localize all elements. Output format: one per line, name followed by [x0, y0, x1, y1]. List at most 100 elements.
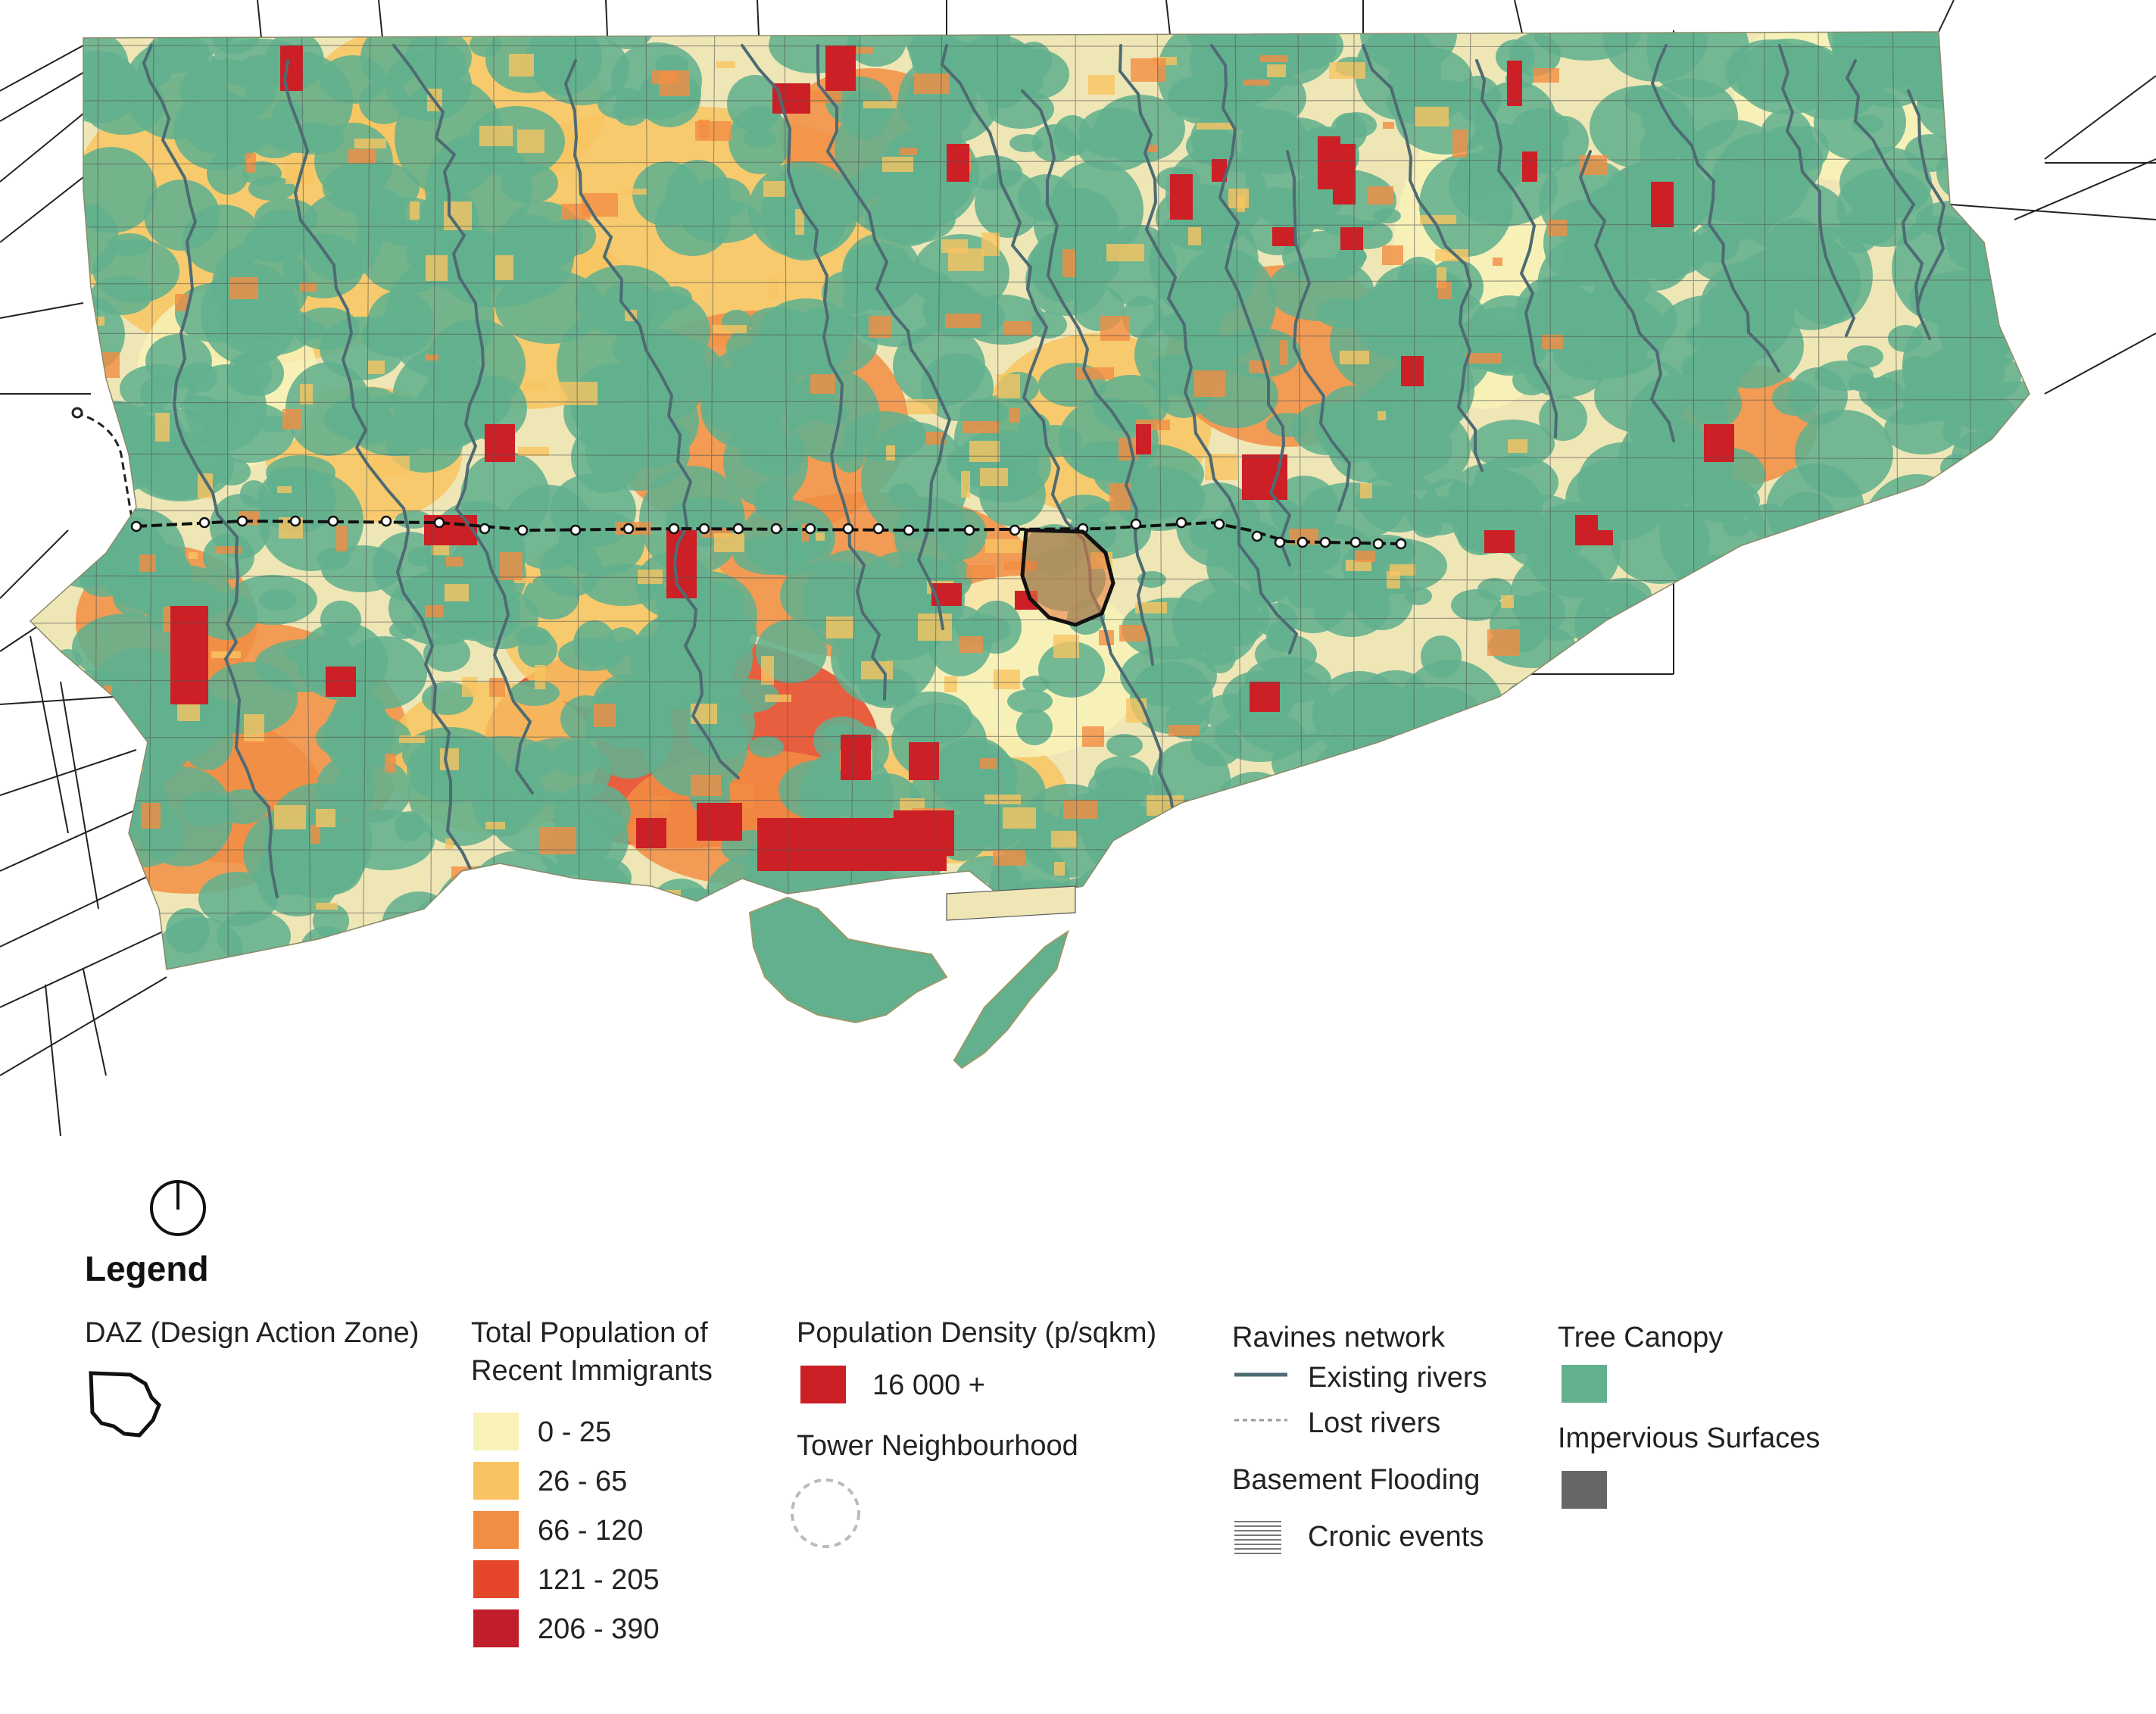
tree-canopy-patch — [362, 314, 423, 357]
tree-canopy-patch — [1094, 756, 1150, 794]
immigrant-speckle — [1062, 249, 1076, 277]
density-swatch — [800, 1366, 846, 1403]
river — [1650, 44, 1780, 373]
tree-canopy-patch — [1419, 846, 1487, 907]
immigrant-speckle — [1470, 729, 1502, 748]
immigrant-speckle — [980, 468, 1008, 486]
tree-canopy-patch — [144, 180, 220, 251]
tree-canopy-patch — [1902, 499, 1978, 573]
immigrant-speckle — [1255, 863, 1275, 877]
tree-canopy-patch — [1266, 413, 1310, 437]
density-block — [1170, 174, 1193, 220]
tree-canopy-patch — [1961, 879, 2030, 918]
legend-title: Legend — [85, 1249, 209, 1288]
tree-canopy-patch — [1394, 847, 1447, 883]
immigrant-speckle — [1003, 807, 1036, 829]
tree-canopy-patch — [1904, 828, 1995, 902]
street-line — [30, 158, 2030, 165]
station-marker — [1296, 536, 1309, 548]
immigrant-speckle — [647, 890, 681, 898]
immigrant-speckle — [489, 678, 505, 697]
immigrant-speckle — [1475, 846, 1490, 860]
density-block — [1136, 424, 1151, 454]
tree-canopy-patch — [30, 791, 83, 829]
immigrant-speckle — [1542, 335, 1563, 349]
tree-canopy-patch — [1691, 223, 1739, 263]
tree-canopy-patch — [1653, 901, 1708, 946]
tree-canopy-patch — [1159, 895, 1228, 969]
immigrant-speckle — [114, 909, 151, 929]
tree-canopy-patch — [1628, 910, 1668, 952]
tree-canopy-patch — [1531, 882, 1618, 957]
river — [940, 44, 1210, 898]
immigrant-speckle — [1051, 831, 1077, 848]
density-block — [1212, 159, 1227, 182]
tree-canopy-patch — [1977, 190, 2030, 251]
immigrant-speckle — [560, 382, 598, 405]
immigrant-speckle — [1355, 551, 1375, 562]
station-marker — [433, 517, 445, 529]
tree-canopy-patch — [1595, 876, 1634, 913]
immigrant-speckle — [1487, 629, 1520, 656]
tree-canopy-patch — [1940, 454, 1975, 482]
tree-canopy-patch — [1224, 891, 1268, 917]
tree-canopy-patch — [212, 241, 309, 329]
lost-rivers-label: Lost rivers — [1308, 1407, 1441, 1439]
tree-canopy-patch — [1965, 788, 2008, 833]
tree-canopy-patch — [83, 795, 120, 820]
immigrant-speckle — [886, 445, 895, 461]
immigrant-speckle — [1465, 353, 1502, 364]
immigrant-speckle — [535, 665, 545, 689]
tree-canopy-patch — [1439, 738, 1471, 768]
tree-canopy-patch — [1836, 49, 1891, 95]
tree-canopy-patch — [1055, 908, 1131, 969]
tree-canopy-patch — [1542, 884, 1610, 925]
tree-canopy-patch — [1303, 810, 1406, 915]
tree-canopy-patch — [1546, 855, 1626, 940]
street-line — [931, 32, 943, 969]
tree-canopy-patch — [1009, 134, 1043, 152]
immigrant-speckle — [1415, 107, 1449, 126]
tree-canopy-patch — [1539, 395, 1587, 441]
immigrant-speckle — [78, 317, 105, 326]
tree-canopy-patch — [1186, 127, 1237, 165]
tree-canopy-patch — [1316, 298, 1369, 328]
tree-canopy-patch — [1602, 923, 1637, 949]
street-line — [30, 453, 2030, 460]
immigrants-swatch — [473, 1413, 519, 1450]
immigrant-speckle — [500, 552, 523, 580]
density-block — [894, 810, 954, 856]
tree-canopy-patch — [1726, 701, 1782, 757]
tree-canopy-patch — [1496, 39, 1535, 74]
immigrant-speckle — [175, 294, 189, 311]
tree-canopy-patch — [1867, 815, 1963, 903]
river — [1845, 59, 1931, 340]
tree-canopy-patch — [1743, 767, 1853, 885]
tree-canopy-patch — [573, 620, 616, 667]
tree-canopy-patch — [1120, 404, 1149, 419]
tree-canopy-patch — [330, 414, 367, 435]
immigrant-speckle — [426, 255, 448, 281]
tree-canopy-patch — [1612, 733, 1643, 750]
impervious-title: Impervious Surfaces — [1558, 1422, 1821, 1454]
tree-canopy-patch — [567, 816, 613, 863]
tree-canopy-patch — [1769, 607, 1854, 692]
tree-canopy-patch — [470, 851, 569, 931]
station-marker — [1175, 517, 1187, 529]
river — [1475, 59, 1558, 439]
immigrant-speckle — [816, 532, 825, 541]
ravine-rivers — [142, 44, 1946, 898]
tree-canopy-patch — [1750, 801, 1852, 907]
tree-canopy-patch — [632, 161, 702, 226]
immigrant-speckle — [517, 130, 544, 153]
station-marker — [1274, 536, 1286, 548]
immigrant-speckle — [540, 827, 576, 854]
immigrant-speckle — [944, 676, 957, 692]
station-marker — [963, 524, 975, 536]
immigrant-speckle — [101, 850, 120, 873]
tree-canopy-patch — [1627, 829, 1730, 923]
tree-canopy-patch — [153, 573, 182, 602]
immigrant-speckle — [478, 916, 514, 943]
immigrant-speckle — [410, 201, 420, 220]
tree-canopy-patch — [1848, 373, 1877, 392]
